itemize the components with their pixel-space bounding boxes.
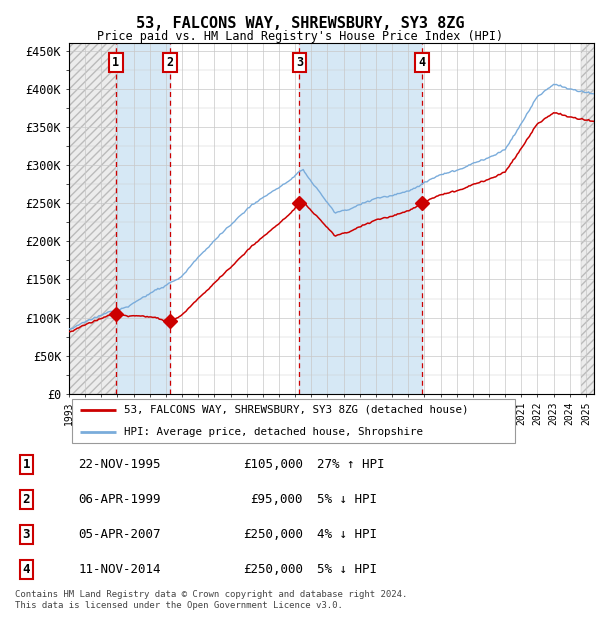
Text: £95,000: £95,000 — [250, 493, 303, 506]
Text: 11-NOV-2014: 11-NOV-2014 — [78, 563, 161, 575]
Text: 5% ↓ HPI: 5% ↓ HPI — [317, 493, 377, 506]
Text: £250,000: £250,000 — [243, 563, 303, 575]
Bar — [299, 43, 422, 394]
Text: Contains HM Land Registry data © Crown copyright and database right 2024.
This d: Contains HM Land Registry data © Crown c… — [15, 590, 407, 609]
Text: 5% ↓ HPI: 5% ↓ HPI — [317, 563, 377, 575]
Text: 2: 2 — [167, 56, 174, 69]
Text: Price paid vs. HM Land Registry's House Price Index (HPI): Price paid vs. HM Land Registry's House … — [97, 30, 503, 43]
FancyBboxPatch shape — [71, 399, 515, 443]
Text: 53, FALCONS WAY, SHREWSBURY, SY3 8ZG: 53, FALCONS WAY, SHREWSBURY, SY3 8ZG — [136, 16, 464, 31]
Text: 27% ↑ HPI: 27% ↑ HPI — [317, 458, 385, 471]
Text: 4: 4 — [23, 563, 30, 575]
Bar — [116, 43, 170, 394]
Text: 53, FALCONS WAY, SHREWSBURY, SY3 8ZG (detached house): 53, FALCONS WAY, SHREWSBURY, SY3 8ZG (de… — [124, 405, 469, 415]
Text: 3: 3 — [23, 528, 30, 541]
Text: 3: 3 — [296, 56, 303, 69]
Text: 06-APR-1999: 06-APR-1999 — [78, 493, 161, 506]
Text: 05-APR-2007: 05-APR-2007 — [78, 528, 161, 541]
Text: 1: 1 — [23, 458, 30, 471]
Text: £105,000: £105,000 — [243, 458, 303, 471]
Bar — [69, 43, 116, 394]
Text: 22-NOV-1995: 22-NOV-1995 — [78, 458, 161, 471]
Bar — [69, 43, 116, 394]
Text: 1: 1 — [112, 56, 119, 69]
Text: £250,000: £250,000 — [243, 528, 303, 541]
Text: 2: 2 — [23, 493, 30, 506]
Text: HPI: Average price, detached house, Shropshire: HPI: Average price, detached house, Shro… — [124, 427, 423, 437]
Bar — [581, 43, 594, 394]
Text: 4% ↓ HPI: 4% ↓ HPI — [317, 528, 377, 541]
Bar — [581, 43, 594, 394]
Text: 4: 4 — [419, 56, 426, 69]
